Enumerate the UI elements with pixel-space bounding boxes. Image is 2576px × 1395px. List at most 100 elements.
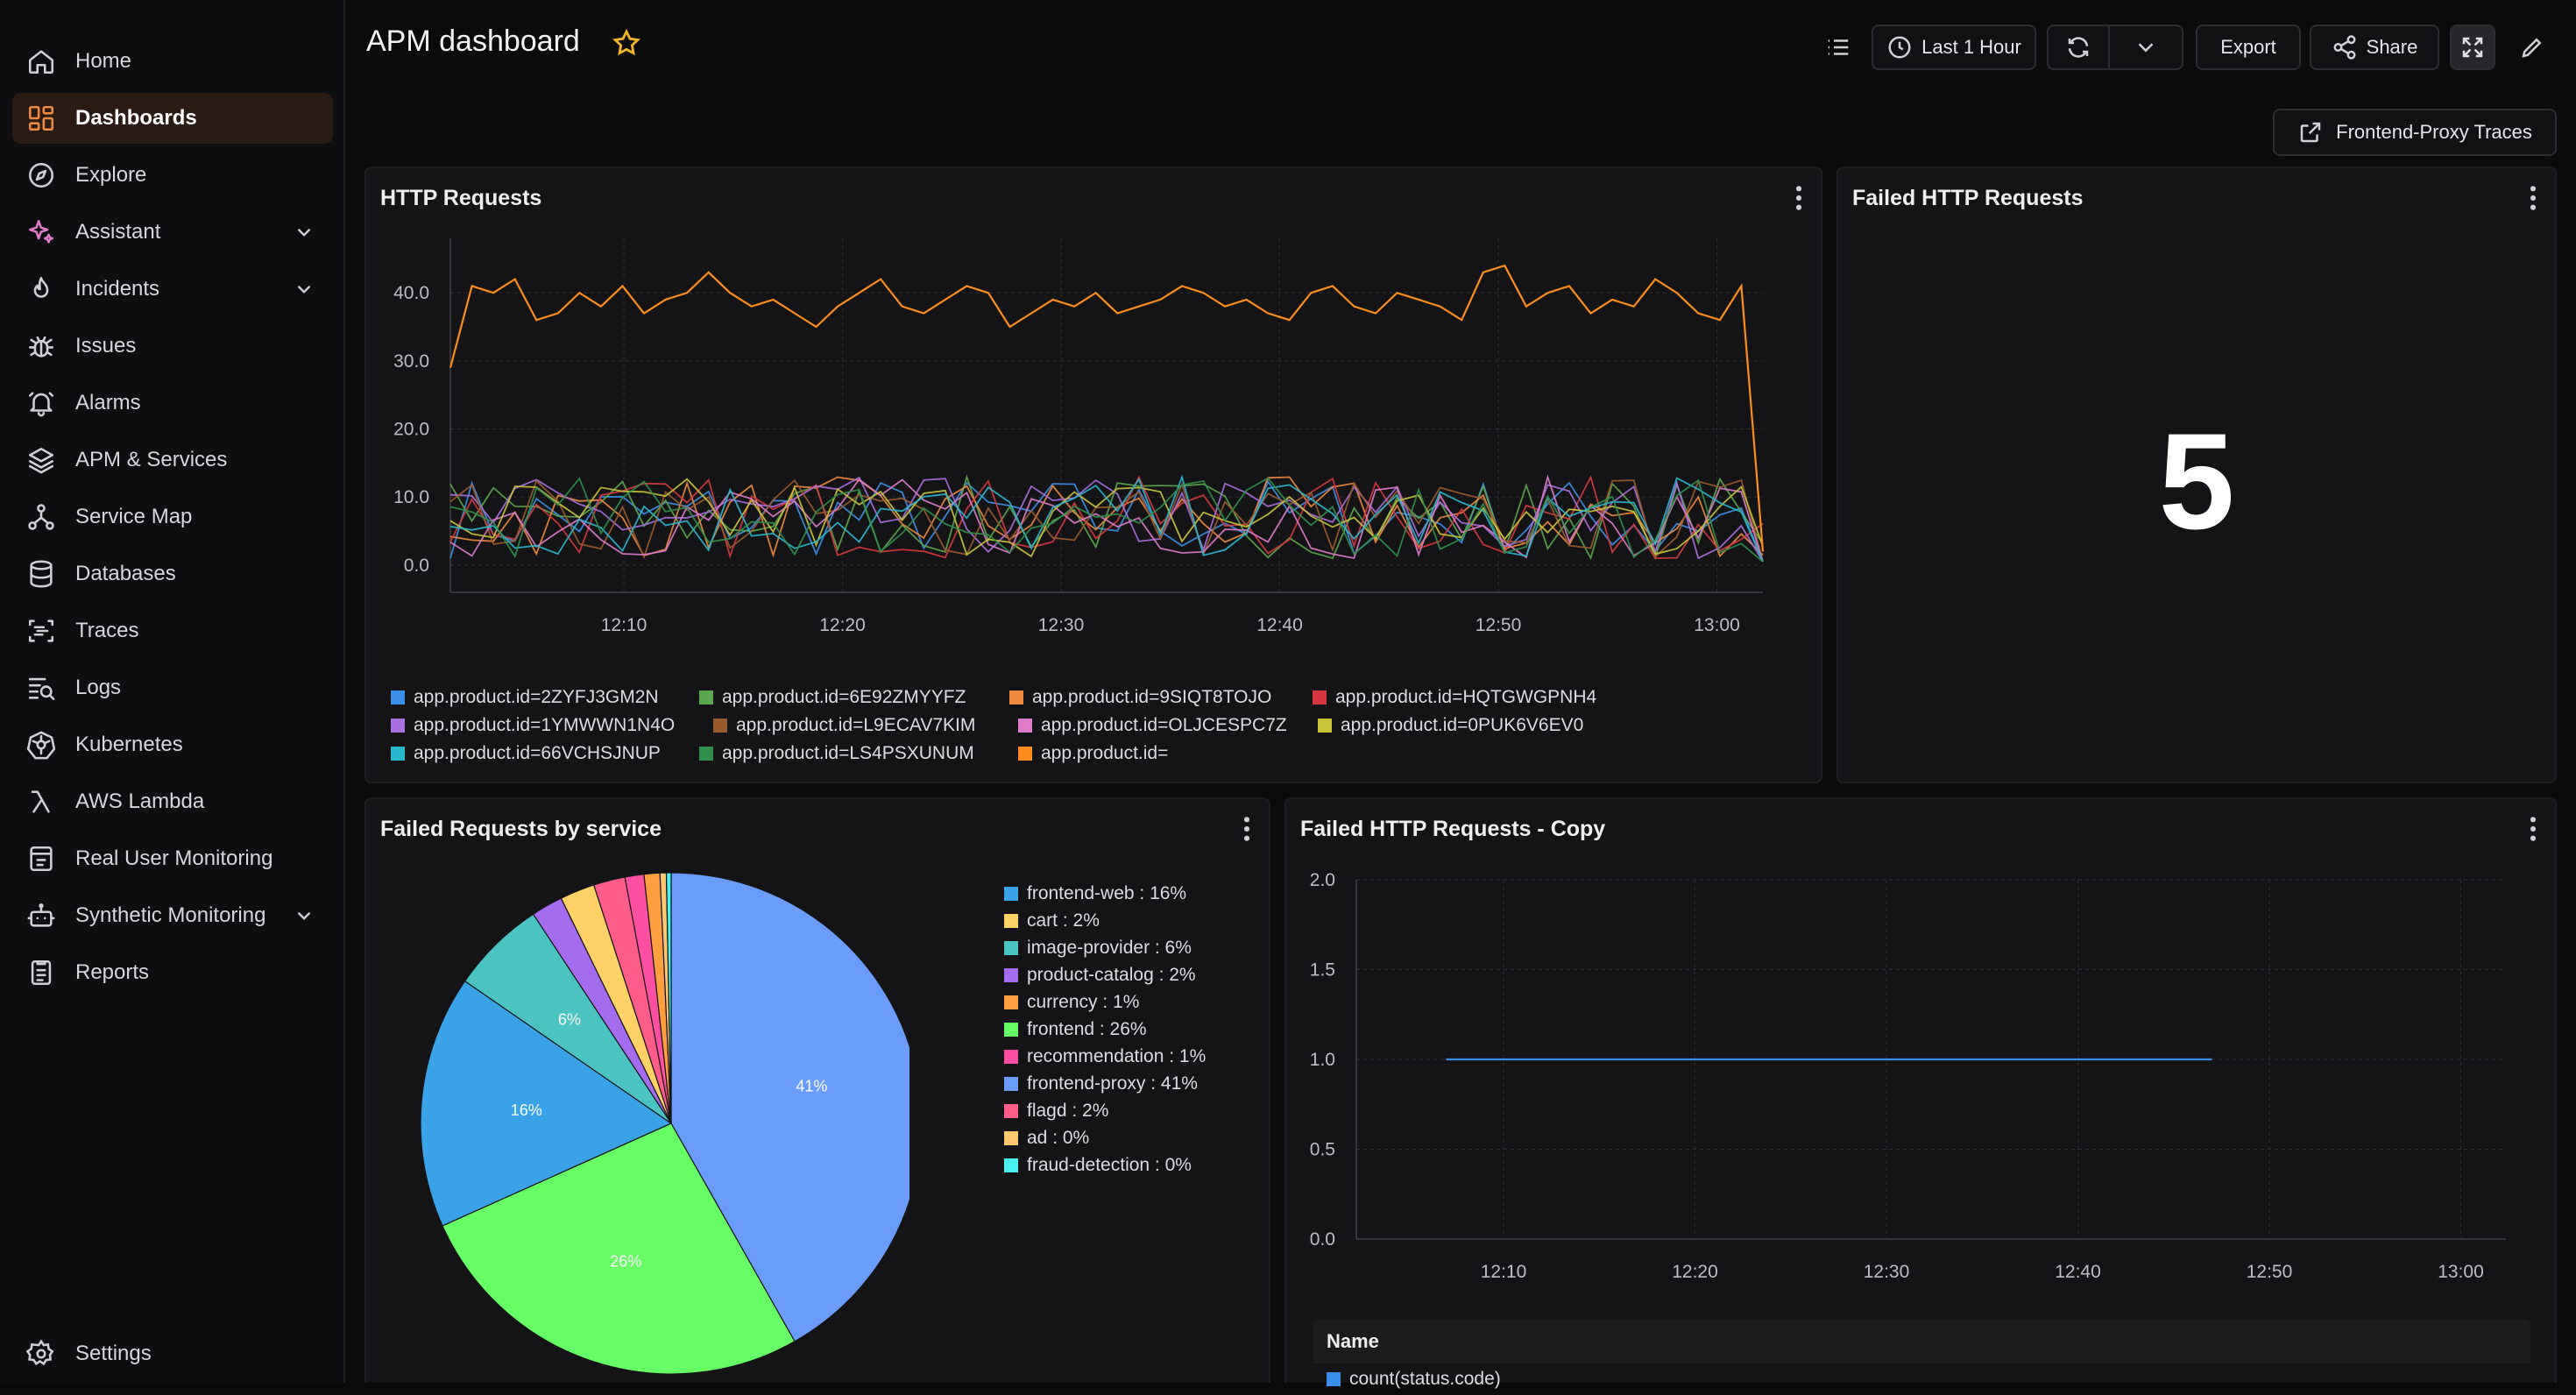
y-tick-label: 20.0 xyxy=(393,420,429,440)
sidebar-item-alarms[interactable]: Alarms xyxy=(12,378,333,428)
sidebar-item-logs[interactable]: Logs xyxy=(12,662,333,713)
legend-label: app.product.id=0PUK6V6EV0 xyxy=(1341,715,1584,735)
pie-slice-frontend[interactable] xyxy=(442,1122,796,1375)
legend-swatch xyxy=(1004,1104,1018,1118)
legend-label: app.product.id=1YMWWN1N4O xyxy=(414,715,676,735)
share-button[interactable]: Share xyxy=(2310,25,2439,70)
legend-item[interactable]: app.product.id=HQTGWGPNH4 xyxy=(1313,687,1596,708)
sidebar-item-settings[interactable]: Settings xyxy=(12,1328,333,1379)
legend-item[interactable]: frontend : 26% xyxy=(1004,1019,1147,1040)
pie-slice-fraud-detection[interactable] xyxy=(665,872,672,1124)
y-tick-label: 1.0 xyxy=(1310,1050,1335,1070)
series-line xyxy=(449,474,1764,563)
list-view-button[interactable] xyxy=(1815,25,1861,70)
legend-swatch xyxy=(699,690,713,705)
legend-label: app.product.id=L9ECAV7KIM xyxy=(736,715,976,735)
refresh-interval-dropdown[interactable] xyxy=(2108,25,2183,70)
legend-item[interactable]: flagd : 2% xyxy=(1004,1101,1108,1122)
pie-slice-frontend-web[interactable] xyxy=(420,980,673,1227)
panel-menu-icon[interactable] xyxy=(1793,184,1805,212)
legend-label: app.product.id=LS4PSXUNUM xyxy=(722,743,974,763)
legend-item[interactable]: ad : 0% xyxy=(1004,1128,1089,1149)
legend-item[interactable]: app.product.id=1YMWWN1N4O xyxy=(391,715,675,736)
legend-item[interactable]: app.product.id=LS4PSXUNUM xyxy=(699,743,974,764)
list-icon xyxy=(1828,39,1849,55)
legend-label: ad : 0% xyxy=(1027,1128,1090,1148)
failed-by-service-panel: Failed Requests by service 41% 26% 16% 6% f… xyxy=(364,797,1270,1383)
legend-item[interactable]: frontend-web : 16% xyxy=(1004,883,1186,904)
series-line xyxy=(449,476,1764,558)
sidebar-item-reports[interactable]: Reports xyxy=(12,947,333,998)
sidebar-item-aws-lambda[interactable]: AWS Lambda xyxy=(12,776,333,827)
legend-item[interactable]: app.product.id= xyxy=(1018,743,1168,764)
favorite-star-icon[interactable] xyxy=(612,28,641,58)
export-button[interactable]: Export xyxy=(2196,25,2301,70)
failed-http-requests-panel: Failed HTTP Requests 5 xyxy=(1836,166,2557,783)
chevron-down-icon[interactable] xyxy=(293,904,315,927)
pie-slice-label: 16% xyxy=(511,1101,542,1119)
share-icon xyxy=(2333,35,2356,60)
panel-menu-icon[interactable] xyxy=(2527,815,2539,843)
legend-label: app.product.id= xyxy=(1041,743,1169,763)
edit-button[interactable] xyxy=(2509,25,2555,70)
sidebar-item-explore[interactable]: Explore xyxy=(12,150,333,201)
sidebar-item-home[interactable]: Home xyxy=(12,36,333,87)
sidebar-item-assistant[interactable]: Assistant xyxy=(12,207,333,258)
x-tick-label: 12:30 xyxy=(1864,1262,1910,1282)
legend-item[interactable]: image-provider : 6% xyxy=(1004,938,1192,959)
panel-title: Failed HTTP Requests xyxy=(1852,186,2084,210)
legend-label: currency : 1% xyxy=(1027,992,1140,1012)
stat-value: 5 xyxy=(2158,406,2235,558)
legend-item[interactable]: cart : 2% xyxy=(1004,910,1100,931)
legend-label: image-provider : 6% xyxy=(1027,938,1192,958)
sidebar-item-label: Explore xyxy=(75,163,147,187)
y-tick-label: 0.0 xyxy=(404,556,429,576)
bell-icon xyxy=(28,392,54,417)
pie-slice-label: 26% xyxy=(610,1253,641,1271)
table-row[interactable]: count(status.code) xyxy=(1313,1363,2530,1395)
sidebar-item-label: Incidents xyxy=(75,277,160,301)
sidebar-item-synthetic-monitoring[interactable]: Synthetic Monitoring xyxy=(12,890,333,941)
sidebar-item-databases[interactable]: Databases xyxy=(12,549,333,599)
legend-item[interactable]: product-catalog : 2% xyxy=(1004,965,1196,986)
sidebar-item-dashboards[interactable]: Dashboards xyxy=(12,93,333,144)
legend-item[interactable]: frontend-proxy : 41% xyxy=(1004,1073,1198,1094)
legend-item[interactable]: app.product.id=6E92ZMYYFZ xyxy=(699,687,966,708)
external-link-icon xyxy=(2300,122,2321,143)
legend-item[interactable]: currency : 1% xyxy=(1004,992,1139,1013)
panel-menu-icon[interactable] xyxy=(2527,184,2539,212)
legend-item[interactable]: fraud-detection : 0% xyxy=(1004,1155,1192,1176)
chevron-down-icon[interactable] xyxy=(293,278,315,301)
x-tick-label: 12:40 xyxy=(1256,615,1303,635)
legend-item[interactable]: app.product.id=2ZYFJ3GM2N xyxy=(391,687,659,708)
frontend-proxy-traces-link[interactable]: Frontend-Proxy Traces xyxy=(2273,109,2557,156)
robot-icon xyxy=(27,903,55,927)
sidebar-item-service-map[interactable]: Service Map xyxy=(12,492,333,542)
sidebar-item-traces[interactable]: Traces xyxy=(12,605,333,656)
chevron-down-icon[interactable] xyxy=(293,221,315,244)
legend-item[interactable]: recommendation : 1% xyxy=(1004,1046,1206,1067)
network-icon xyxy=(28,504,54,530)
sidebar-item-apm-services[interactable]: APM & Services xyxy=(12,435,333,485)
fullscreen-button[interactable] xyxy=(2450,25,2495,70)
legend-swatch xyxy=(1004,914,1018,928)
y-tick-label: 40.0 xyxy=(393,283,429,303)
legend-item[interactable]: app.product.id=9SIQT8TOJO xyxy=(1009,687,1271,708)
legend-item[interactable]: app.product.id=0PUK6V6EV0 xyxy=(1318,715,1583,736)
legend-swatch xyxy=(699,747,713,761)
sidebar-item-issues[interactable]: Issues xyxy=(12,321,333,372)
legend-item[interactable]: app.product.id=L9ECAV7KIM xyxy=(713,715,975,736)
legend-label: frontend : 26% xyxy=(1027,1019,1147,1039)
time-range-button[interactable]: Last 1 Hour xyxy=(1872,25,2036,70)
legend-item[interactable]: app.product.id=OLJCESPC7Z xyxy=(1018,715,1287,736)
sidebar-item-real-user-monitoring[interactable]: Real User Monitoring xyxy=(12,833,333,884)
panel-menu-icon[interactable] xyxy=(1241,815,1253,843)
sidebar-item-label: APM & Services xyxy=(75,448,228,471)
sidebar-item-incidents[interactable]: Incidents xyxy=(12,264,333,315)
legend-swatch xyxy=(1009,690,1023,705)
legend-label: app.product.id=OLJCESPC7Z xyxy=(1041,715,1287,735)
refresh-button[interactable] xyxy=(2047,25,2110,70)
legend-item[interactable]: app.product.id=66VCHSJNUP xyxy=(391,743,661,764)
sidebar-item-kubernetes[interactable]: Kubernetes xyxy=(12,719,333,770)
pie-slice-frontend-proxy[interactable] xyxy=(670,872,909,1342)
